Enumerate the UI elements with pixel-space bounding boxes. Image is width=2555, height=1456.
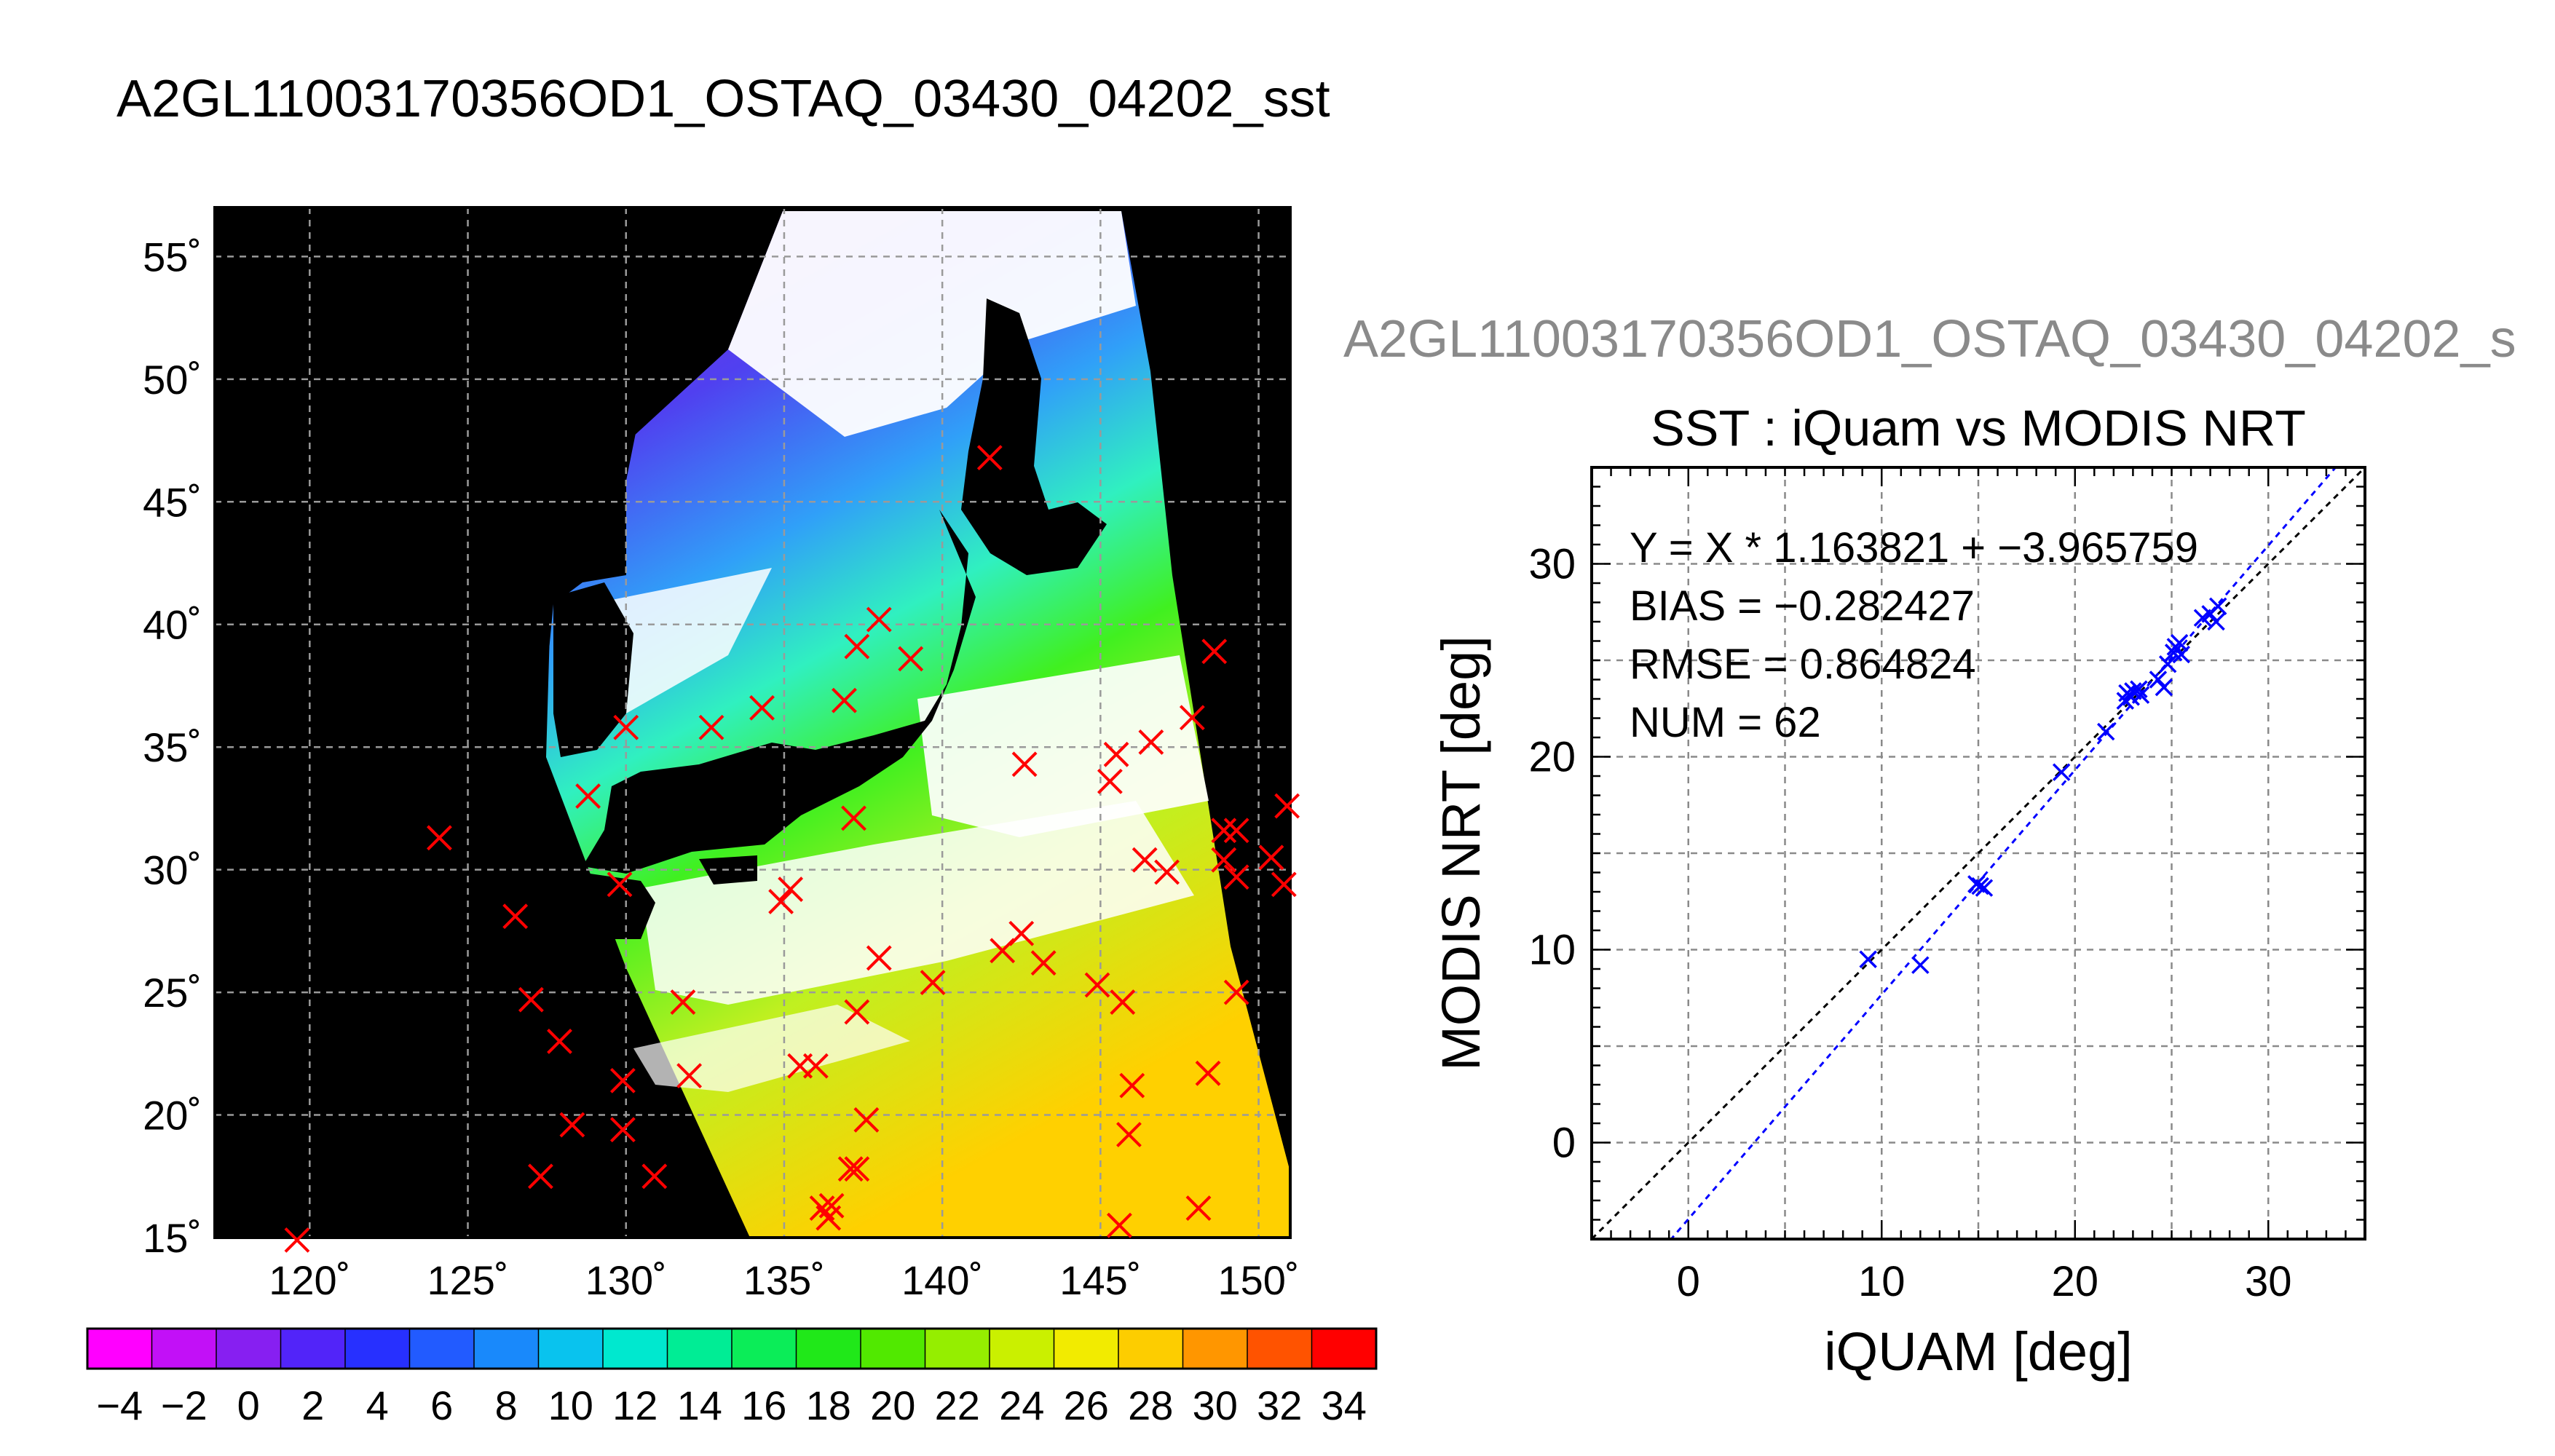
- scatter-y-tick: 20: [1528, 734, 1576, 781]
- colorbar-tick-labels: −4 −2 0 2 4 6 8 10 12 14 16 18 20 22 24 26 28 30 32 34: [96, 1382, 1367, 1428]
- colorbar-tick: 18: [806, 1382, 851, 1428]
- colorbar-cell: [1312, 1329, 1377, 1369]
- colorbar-cell: [345, 1329, 410, 1369]
- colorbar-cell: [1247, 1329, 1312, 1369]
- map-longitude-tick: 135˚: [743, 1257, 825, 1303]
- colorbar-tick: 32: [1257, 1382, 1302, 1428]
- scatter-y-tick: 0: [1552, 1120, 1576, 1167]
- scatter-title: SST : iQuam vs MODIS NRT: [1651, 400, 2306, 456]
- colorbar-cell: [1054, 1329, 1119, 1369]
- map-longitude-tick: 140˚: [901, 1257, 983, 1303]
- map-latitude-tick: 35˚: [143, 724, 202, 770]
- colorbar-tick: 6: [430, 1382, 453, 1428]
- scatter-point: [1860, 951, 1876, 968]
- scatter-point: [2156, 679, 2172, 695]
- colorbar-tick: 28: [1128, 1382, 1173, 1428]
- colorbar-cell: [474, 1329, 539, 1369]
- scatter-y-tick-labels: 0 10 20 30: [1528, 541, 1576, 1167]
- colorbar-cell: [539, 1329, 604, 1369]
- scatter-point: [1912, 957, 1928, 973]
- colorbar-cell: [152, 1329, 217, 1369]
- scatter-stat-line: Y = X * 1.163821 + −3.965759: [1630, 524, 2198, 571]
- map-latitude-tick: 30˚: [143, 847, 202, 893]
- scatter-x-tick: 30: [2245, 1258, 2292, 1305]
- map-longitude-tick: 120˚: [269, 1257, 350, 1303]
- scatter-point: [2053, 764, 2069, 780]
- colorbar-cells: [87, 1329, 1377, 1369]
- colorbar-tick: 0: [237, 1382, 260, 1428]
- colorbar-tick: 8: [495, 1382, 518, 1428]
- sst-scatter-plot: SST : iQuam vs MODIS NRT 0 10 20 30 0 10 20 30…: [1431, 400, 2365, 1382]
- colorbar-tick: 22: [935, 1382, 980, 1428]
- colorbar-tick: 16: [741, 1382, 786, 1428]
- map-latitude-tick: 15˚: [143, 1215, 202, 1261]
- colorbar-cell: [87, 1329, 152, 1369]
- colorbar-tick: 12: [612, 1382, 657, 1428]
- map-latitude-tick-labels: 15˚ 20˚ 25˚ 30˚ 35˚ 40˚ 45˚ 50˚ 55˚: [143, 234, 202, 1261]
- map-latitude-tick: 40˚: [143, 602, 202, 648]
- scatter-stat-line: NUM = 62: [1630, 699, 1821, 746]
- scatter-x-axis-label: iQUAM [deg]: [1824, 1321, 2133, 1382]
- colorbar-tick: 4: [366, 1382, 389, 1428]
- colorbar-cell: [668, 1329, 732, 1369]
- colorbar-cell: [1118, 1329, 1183, 1369]
- colorbar-cell: [281, 1329, 346, 1369]
- map-longitude-tick: 125˚: [427, 1257, 508, 1303]
- colorbar-tick: −4: [96, 1382, 143, 1428]
- scatter-x-tick: 0: [1677, 1258, 1700, 1305]
- colorbar-tick: −2: [161, 1382, 208, 1428]
- sst-map: 120˚ 125˚ 130˚ 135˚ 140˚ 145˚ 150˚ 15˚ 20˚ 25˚ 30…: [143, 207, 1300, 1303]
- colorbar-tick: 2: [301, 1382, 324, 1428]
- map-latitude-tick: 20˚: [143, 1093, 202, 1139]
- scatter-point: [2210, 598, 2226, 614]
- map-latitude-tick: 55˚: [143, 234, 202, 280]
- sst-colorbar: −4 −2 0 2 4 6 8 10 12 14 16 18 20 22 24 26 28 30 32 34: [87, 1329, 1377, 1428]
- scatter-stat-line: BIAS = −0.282427: [1630, 582, 1975, 630]
- scatter-stat-line: RMSE = 0.864824: [1630, 641, 1976, 688]
- map-longitude-tick: 145˚: [1059, 1257, 1141, 1303]
- colorbar-cell: [1183, 1329, 1248, 1369]
- colorbar-cell: [925, 1329, 990, 1369]
- map-longitude-tick: 130˚: [585, 1257, 667, 1303]
- colorbar-cell: [732, 1329, 797, 1369]
- colorbar-tick: 20: [870, 1382, 915, 1428]
- colorbar-cell: [216, 1329, 281, 1369]
- scatter-y-tick: 10: [1528, 927, 1576, 974]
- colorbar-tick: 34: [1322, 1382, 1367, 1428]
- scatter-x-tick-labels: 0 10 20 30: [1677, 1258, 2292, 1305]
- colorbar-cell: [861, 1329, 925, 1369]
- map-latitude-tick: 50˚: [143, 357, 202, 403]
- scatter-x-tick: 20: [2051, 1258, 2098, 1305]
- map-latitude-tick: 25˚: [143, 970, 202, 1016]
- map-longitude-tick: 150˚: [1218, 1257, 1300, 1303]
- scatter-y-tick: 30: [1528, 541, 1576, 588]
- colorbar-tick: 14: [677, 1382, 722, 1428]
- colorbar-tick: 30: [1193, 1382, 1238, 1428]
- colorbar-cell: [990, 1329, 1054, 1369]
- scatter-y-axis-label: MODIS NRT [deg]: [1431, 636, 1491, 1071]
- colorbar-tick: 24: [999, 1382, 1044, 1428]
- colorbar-tick: 10: [548, 1382, 593, 1428]
- colorbar-tick: 26: [1064, 1382, 1109, 1428]
- map-longitude-tick-labels: 120˚ 125˚ 130˚ 135˚ 140˚ 145˚ 150˚: [269, 1257, 1299, 1303]
- colorbar-cell: [603, 1329, 668, 1369]
- colorbar-cell: [797, 1329, 861, 1369]
- scatter-x-tick: 10: [1858, 1258, 1906, 1305]
- scatter-stats: Y = X * 1.163821 + −3.965759 BIAS = −0.28…: [1630, 524, 2198, 746]
- colorbar-cell: [410, 1329, 475, 1369]
- map-latitude-tick: 45˚: [143, 479, 202, 525]
